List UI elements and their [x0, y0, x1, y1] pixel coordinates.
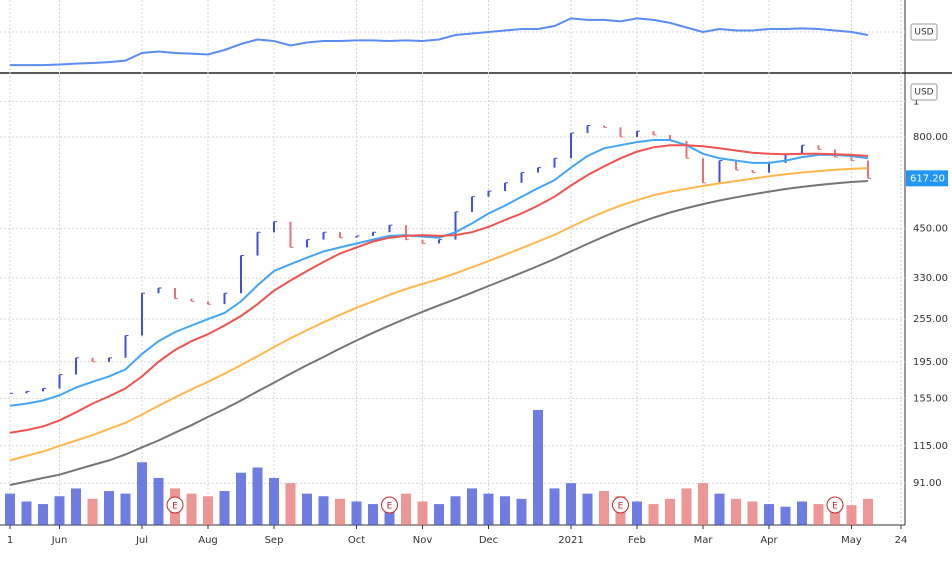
volume-bar [269, 477, 279, 525]
y-tick-label: 91.00 [913, 478, 942, 489]
event-marker [612, 496, 629, 514]
volume-bar [648, 504, 659, 525]
volume-bar [87, 498, 98, 525]
volume-bar [351, 501, 362, 525]
volume-bar [500, 496, 510, 525]
volume-bar [846, 505, 857, 525]
volume-bar [483, 493, 494, 525]
x-tick-label: 1 [7, 535, 13, 546]
volume-bar [714, 493, 725, 525]
x-tick-label: Jul [135, 535, 148, 546]
y-tick-label: 195.00 [913, 357, 948, 368]
x-tick-label: Feb [628, 535, 646, 546]
x-tick-label: Aug [198, 535, 218, 546]
volume-bar [21, 501, 32, 525]
event-label: E [832, 502, 838, 512]
event-marker [826, 496, 844, 514]
volume-bar [236, 472, 246, 525]
moving-average-line [9, 167, 869, 462]
volume-bar [698, 483, 708, 525]
volume-bar [516, 498, 527, 525]
x-tick-label: Nov [413, 535, 433, 546]
volume-bar [302, 493, 312, 525]
volume-bar [747, 501, 758, 525]
volume-bar [450, 496, 461, 525]
volume-bar [285, 483, 296, 525]
volume-bar [368, 504, 378, 525]
y-tick-label: 255.00 [913, 314, 948, 325]
x-tick-label: Apr [760, 535, 778, 546]
event-label: E [618, 502, 624, 512]
volume-bar [731, 498, 741, 525]
volume-bar [219, 491, 230, 525]
volume-bar [38, 504, 48, 525]
y-tick-label: 1 [913, 96, 919, 107]
event-marker [166, 496, 184, 514]
volume-bar [5, 493, 15, 525]
volume-bar [665, 498, 675, 525]
volume-bar [599, 491, 609, 525]
volume-bar [417, 501, 428, 525]
volume-bar [467, 488, 477, 525]
y-tick-label: 330.00 [913, 273, 948, 284]
volume-bar [813, 504, 824, 525]
volume-bar [566, 483, 576, 525]
currency-label: USD [914, 88, 933, 98]
volume-bar [137, 462, 147, 525]
last-price-label: 617.20 [910, 173, 945, 184]
x-tick-label: Jun [51, 535, 68, 546]
volume-bar [203, 496, 213, 525]
currency-box [910, 83, 938, 101]
volume-bar [780, 506, 791, 525]
y-tick-label: 450.00 [913, 224, 948, 235]
currency-box [910, 23, 938, 41]
volume-bar [153, 477, 164, 525]
volume-bar [335, 498, 345, 525]
x-tick-label: Sep [265, 535, 284, 546]
last-price-box [906, 170, 948, 187]
volume-bar [830, 506, 840, 525]
volume-bar [764, 504, 774, 525]
volume-bar [120, 493, 131, 525]
volume-bar [54, 496, 65, 525]
volume-bar [434, 504, 444, 525]
moving-average-line [9, 144, 869, 434]
x-tick-label: 2021 [558, 535, 583, 546]
volume-bar [186, 493, 197, 525]
event-marker [381, 496, 398, 514]
moving-average-line [9, 180, 869, 486]
volume-bar [863, 498, 873, 525]
x-tick-label: Oct [348, 535, 365, 546]
x-tick-label: Dec [479, 535, 498, 546]
x-tick-label: 24 [895, 535, 908, 546]
volume-bar [252, 467, 263, 525]
x-tick-label: Mar [694, 535, 714, 546]
event-label: E [387, 502, 393, 512]
moving-average-line [9, 139, 869, 407]
y-tick-label: 800.00 [913, 132, 948, 143]
top-pane-line [10, 17, 869, 67]
y-tick-label: 115.00 [913, 441, 948, 452]
volume-bar [582, 493, 593, 525]
y-tick-label: 155.00 [913, 393, 948, 404]
volume-bar [401, 493, 411, 525]
volume-bar [318, 496, 329, 525]
event-label: E [172, 502, 178, 512]
volume-bar [549, 488, 560, 525]
volume-bar [533, 410, 543, 525]
volume-bar [71, 488, 81, 525]
currency-label: USD [914, 28, 933, 38]
volume-bar [104, 491, 114, 525]
volume-bar [797, 501, 807, 525]
volume-bar [632, 501, 642, 525]
volume-bar [681, 488, 692, 525]
x-tick-label: May [841, 535, 862, 546]
